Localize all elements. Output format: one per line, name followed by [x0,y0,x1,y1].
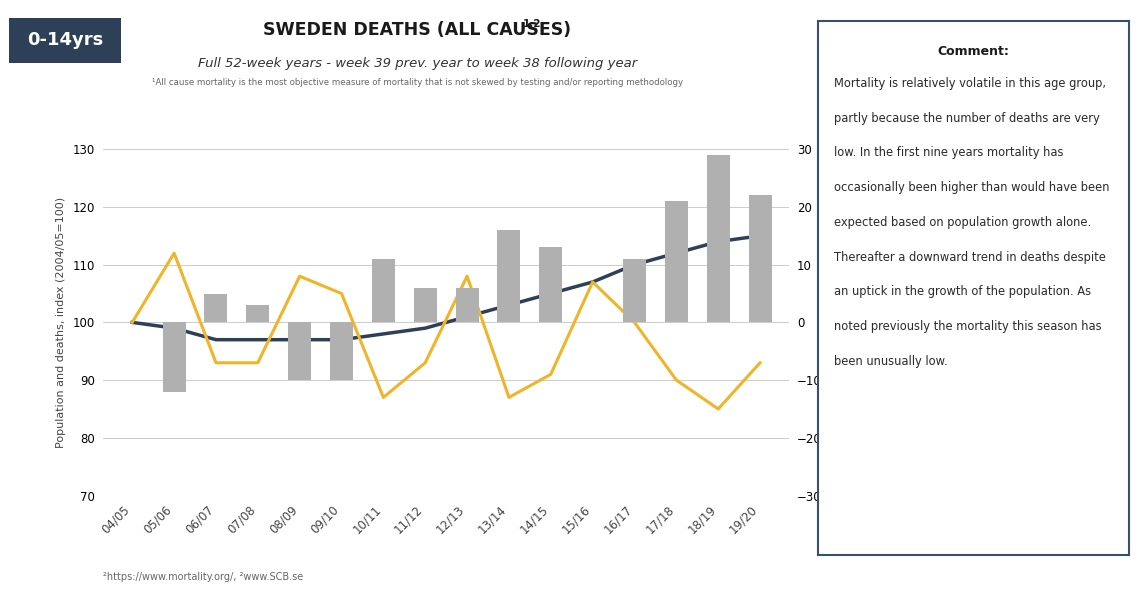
Bar [414,288,437,322]
Text: partly because the number of deaths are very: partly because the number of deaths are … [834,112,1099,125]
Bar [748,195,771,322]
Bar [455,288,478,322]
Text: ²https://www.mortality.org/, ²www.SCB.se: ²https://www.mortality.org/, ²www.SCB.se [103,572,303,582]
Bar [329,322,353,380]
Bar [162,322,185,392]
Text: SWEDEN DEATHS (ALL CAUSES): SWEDEN DEATHS (ALL CAUSES) [263,21,572,39]
Text: Thereafter a downward trend in deaths despite: Thereafter a downward trend in deaths de… [834,251,1105,264]
Bar [246,305,269,322]
Text: an uptick in the growth of the population. As: an uptick in the growth of the populatio… [834,285,1090,298]
Text: Full 52-week years - week 39 prev. year to week 38 following year: Full 52-week years - week 39 prev. year … [198,57,637,70]
Bar [707,155,730,322]
Text: expected based on population growth alone.: expected based on population growth alon… [834,216,1090,229]
Text: ¹All cause mortality is the most objective measure of mortality that is not skew: ¹All cause mortality is the most objecti… [152,78,683,87]
Y-axis label: Difference between population and deaths indices: Difference between population and deaths… [828,181,839,463]
Text: Mortality is relatively volatile in this age group,: Mortality is relatively volatile in this… [834,77,1105,90]
Text: been unusually low.: been unusually low. [834,355,947,368]
Text: Comment:: Comment: [938,45,1009,58]
Bar [498,230,521,322]
Text: 1,2: 1,2 [523,19,541,29]
Bar [623,259,646,322]
Bar [665,201,688,322]
Bar [205,294,228,322]
Bar [539,247,563,322]
Text: noted previously the mortality this season has: noted previously the mortality this seas… [834,320,1102,333]
Y-axis label: Population and deaths, index (2004/05=100): Population and deaths, index (2004/05=10… [56,197,66,448]
Text: 0-14yrs: 0-14yrs [27,31,103,50]
Text: low. In the first nine years mortality has: low. In the first nine years mortality h… [834,146,1063,159]
Bar [372,259,395,322]
Text: occasionally been higher than would have been: occasionally been higher than would have… [834,181,1109,194]
Bar [288,322,311,380]
